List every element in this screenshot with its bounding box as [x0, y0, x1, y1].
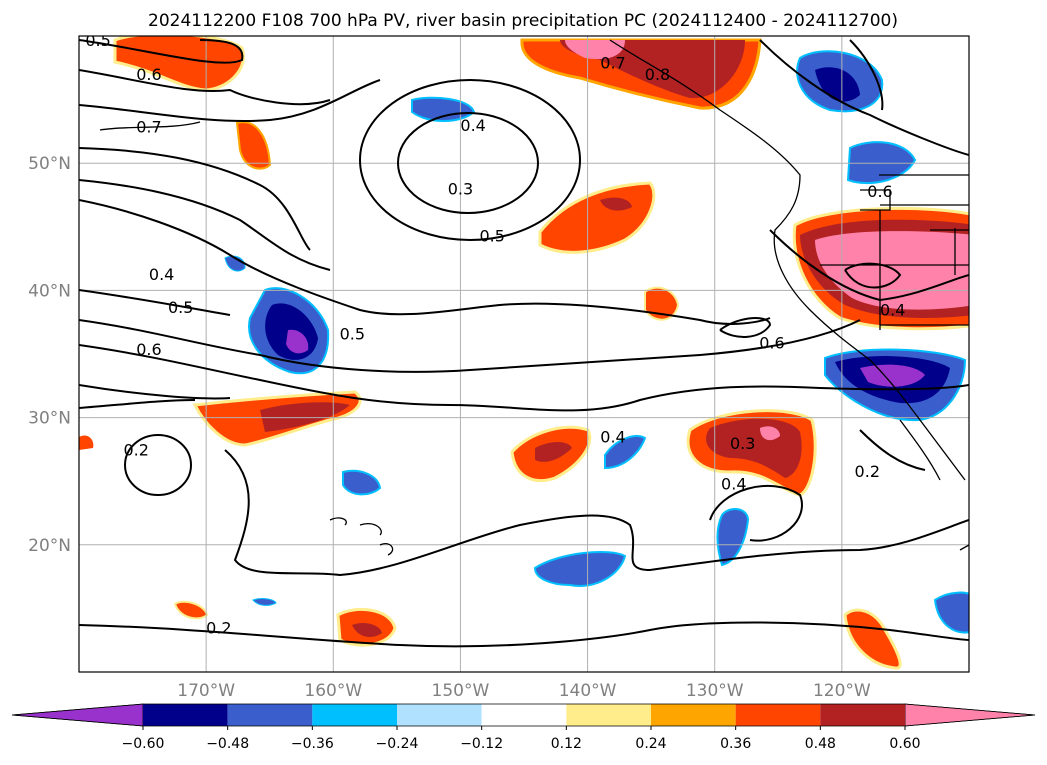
precip-blob: [565, 40, 625, 60]
lon-tick-label: 130°W: [686, 681, 744, 701]
colorbar-tick-label: −0.60: [122, 736, 165, 752]
colorbar-tick-label: −0.24: [376, 736, 419, 752]
lon-tick-label: 140°W: [559, 681, 617, 701]
latitude-labels: 50°N 40°N 30°N 20°N: [28, 154, 71, 556]
lat-tick-label: 40°N: [28, 281, 71, 301]
pv-contour-label: 0.4: [600, 428, 625, 447]
precip-blob: [933, 591, 969, 634]
lon-tick-label: 170°W: [177, 681, 235, 701]
pv-contour-label: 0.3: [730, 434, 755, 453]
precip-blob: [644, 286, 680, 321]
colorbar-swatch: [227, 704, 313, 726]
pv-contour-label: 0.8: [645, 65, 670, 84]
precip-blob: [843, 608, 902, 670]
figure-title: 2024112200 F108 700 hPa PV, river basin …: [148, 11, 898, 31]
pv-contour-label: 0.4: [460, 116, 485, 135]
lon-tick-label: 150°W: [432, 681, 490, 701]
lon-tick-label: 120°W: [813, 681, 871, 701]
colorbar-extend-max: [904, 703, 1036, 727]
pv-contour-label: 0.5: [340, 325, 365, 344]
colorbar-tick-label: 0.12: [551, 736, 582, 752]
precip-blob: [286, 329, 309, 354]
precip-blob: [600, 197, 632, 211]
pv-contour-label: 0.7: [600, 54, 625, 73]
precip-blob: [252, 598, 277, 606]
colorbar-swatch: [143, 704, 228, 726]
colorbar-tick-label: 0.48: [805, 736, 836, 752]
pv-contour-label: 0.5: [85, 31, 110, 50]
precip-blob: [411, 96, 476, 122]
colorbar-tick-label: 0.36: [720, 736, 751, 752]
pv-contour-label: 0.6: [136, 340, 161, 359]
colorbar-swatch: [481, 704, 567, 726]
colorbar-swatch: [651, 704, 736, 726]
precip-blob: [173, 600, 209, 620]
colorbar-swatch: [312, 704, 397, 726]
map-panel: 0.5 0.6 0.7 0.4 0.3 0.5 0.4 0.5 0.6 0.5 0.7 0.8 0.6 0…: [78, 31, 970, 673]
lat-tick-label: 50°N: [28, 154, 71, 174]
colorbar-tick-label: 0.24: [635, 736, 666, 752]
pv-contour-label: 0.6: [759, 334, 784, 353]
precip-blob: [846, 141, 917, 184]
precip-blob: [760, 426, 780, 441]
precip-blob: [113, 36, 245, 92]
colorbar-swatch: [820, 704, 905, 726]
colorbar-swatch: [566, 704, 651, 726]
map-frame: [78, 35, 970, 673]
lon-tick-label: 160°W: [304, 681, 362, 701]
pv-contour-label: 0.5: [168, 298, 193, 317]
pv-contour-label: 0.4: [880, 300, 905, 319]
pv-contour-label: 0.6: [136, 65, 161, 84]
precip-blob: [235, 121, 272, 170]
pv-contour-label: 0.3: [448, 180, 473, 199]
pv-contours: [79, 39, 969, 648]
precip-blob: [604, 435, 647, 470]
precip-blob: [342, 469, 382, 496]
pv-contour-label: 0.6: [867, 182, 892, 201]
pv-contour-labels: 0.5 0.6 0.7 0.4 0.3 0.5 0.4 0.5 0.6 0.5 0.7 0.8 0.6 0…: [85, 31, 905, 637]
map-background: [79, 36, 969, 672]
colorbar-swatch: [397, 704, 482, 726]
pv-contour-label: 0.2: [855, 462, 880, 481]
colorbar-tick-label: −0.48: [206, 736, 249, 752]
pv-contour-label: 0.4: [721, 475, 746, 494]
longitude-labels: 170°W 160°W 150°W 140°W 130°W 120°W: [177, 681, 871, 701]
colorbar-extend-min: [11, 703, 144, 727]
pv-contour-label: 0.4: [149, 265, 174, 284]
pv-contour-label: 0.2: [206, 618, 231, 637]
colorbar: −0.60 −0.48 −0.36 −0.24 −0.12 0.12 0.24 0.36 0.4…: [11, 703, 1036, 752]
colorbar-tick-label: −0.12: [460, 736, 503, 752]
precip-blob: [79, 435, 94, 450]
colorbar-tick-label: −0.36: [291, 736, 334, 752]
lat-tick-label: 30°N: [28, 409, 71, 429]
coastlines: [99, 39, 969, 556]
pv-contour-label: 0.5: [479, 227, 504, 246]
lat-tick-label: 20°N: [28, 536, 71, 556]
precip-blob: [352, 622, 382, 637]
colorbar-tick-label: 0.60: [889, 736, 920, 752]
colorbar-swatch: [735, 704, 821, 726]
pv-contour-label: 0.2: [123, 440, 148, 459]
precip-shading: [79, 36, 969, 670]
precip-blob: [533, 551, 627, 587]
precip-blob: [860, 364, 925, 387]
precip-blob: [716, 508, 750, 567]
pv-contour-label: 0.7: [136, 117, 161, 136]
precip-blob: [535, 442, 572, 462]
